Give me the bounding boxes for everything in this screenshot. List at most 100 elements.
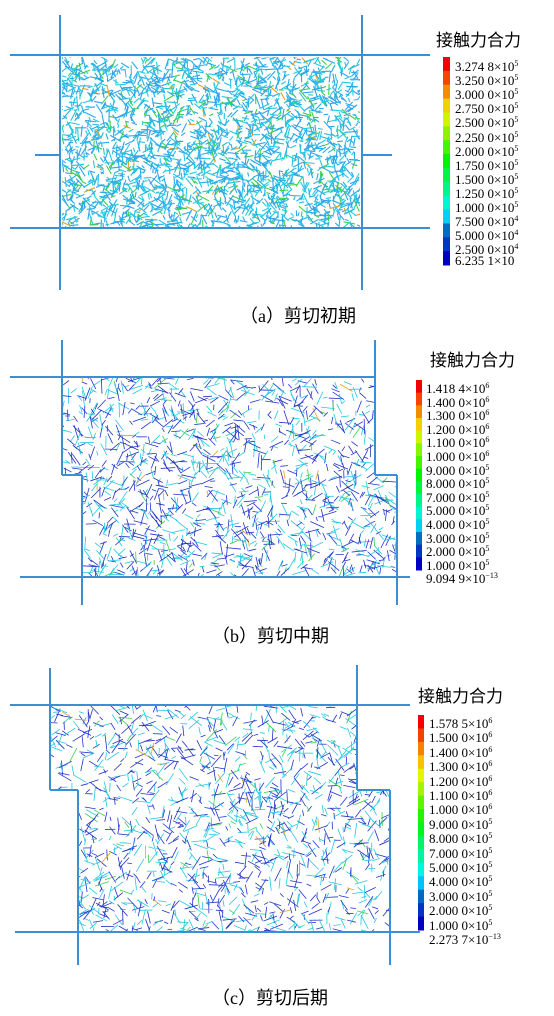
force-chain [152, 189, 157, 190]
force-chain [255, 497, 263, 498]
force-chain [383, 436, 388, 442]
force-chain [150, 513, 152, 518]
force-chain [55, 849, 58, 853]
force-chain [214, 755, 219, 756]
force-chain [71, 538, 75, 545]
force-chain [397, 558, 407, 560]
force-chain [125, 561, 133, 563]
force-chain [190, 119, 194, 121]
force-chain [264, 902, 268, 904]
force-chain [227, 58, 235, 62]
force-chain [348, 517, 353, 521]
force-chain [64, 430, 72, 432]
force-chain [150, 496, 153, 501]
force-chain [163, 462, 170, 471]
force-chain [224, 752, 225, 756]
force-chain [343, 149, 354, 150]
force-chain [175, 710, 181, 712]
force-chain [166, 880, 172, 885]
force-chain [155, 420, 163, 427]
force-chain [203, 108, 207, 109]
force-chain [202, 455, 215, 462]
force-chain [305, 848, 315, 856]
force-chain [113, 517, 119, 523]
force-chain [96, 915, 107, 921]
force-chain [72, 149, 75, 151]
force-chain [260, 179, 267, 180]
force-chain [154, 872, 155, 877]
force-chain [64, 851, 69, 857]
force-chain [85, 537, 86, 551]
force-chain [180, 561, 190, 565]
force-chain [349, 159, 360, 160]
force-chain [305, 152, 306, 160]
force-chain [236, 392, 247, 401]
force-chain [84, 492, 87, 496]
force-chain [269, 726, 270, 732]
force-chain [104, 497, 111, 500]
force-chain [123, 402, 125, 415]
force-chain [72, 878, 76, 884]
force-chain [314, 778, 321, 785]
force-chain [357, 59, 360, 65]
force-chain [67, 193, 68, 200]
force-chain [174, 536, 178, 541]
force-chain [49, 792, 60, 795]
force-chain [91, 201, 96, 205]
force-chain [229, 523, 239, 526]
force-chain [249, 489, 259, 495]
force-chain [79, 495, 90, 501]
force-chain [103, 148, 104, 155]
force-chain [174, 80, 183, 83]
force-chain [296, 420, 300, 425]
force-chain [284, 440, 288, 445]
force-chain [308, 95, 313, 96]
force-chain [360, 752, 371, 756]
force-chain [234, 219, 235, 223]
force-chain [192, 888, 204, 889]
force-chain [229, 716, 234, 718]
force-chain [173, 159, 180, 161]
force-chain [182, 453, 194, 457]
force-chain [153, 169, 154, 173]
force-chain [62, 162, 63, 172]
force-chain [55, 564, 68, 570]
force-chain [192, 94, 197, 103]
force-chain [48, 865, 53, 866]
force-chain [324, 446, 335, 451]
force-chain [137, 466, 140, 471]
force-chain [135, 785, 138, 788]
force-chain [243, 509, 253, 514]
force-chain [367, 734, 380, 742]
force-chain [334, 742, 335, 747]
force-chain [132, 389, 142, 394]
force-chain [348, 518, 356, 528]
force-chain [110, 827, 116, 835]
force-chain [322, 511, 336, 515]
force-chain [107, 476, 112, 482]
force-chain [395, 434, 397, 438]
force-chain [312, 903, 319, 908]
force-chain [79, 509, 80, 518]
force-chain [354, 484, 355, 489]
force-chain [68, 889, 76, 899]
force-chain [220, 895, 225, 903]
force-chain [225, 106, 226, 111]
force-chain [302, 492, 308, 497]
force-chain [235, 154, 240, 160]
force-chain [382, 750, 384, 755]
force-chain [362, 486, 370, 488]
force-chain [380, 567, 381, 573]
force-chain [320, 131, 322, 140]
force-chain [73, 528, 77, 530]
force-chain [266, 69, 278, 70]
force-chain [71, 568, 73, 576]
force-chain [58, 512, 64, 515]
force-chain [138, 80, 140, 85]
force-chain [315, 379, 317, 385]
force-chain [133, 417, 146, 422]
force-chain [164, 761, 175, 770]
force-chain [171, 220, 178, 221]
force-chain [268, 411, 271, 415]
force-chain [160, 542, 166, 544]
